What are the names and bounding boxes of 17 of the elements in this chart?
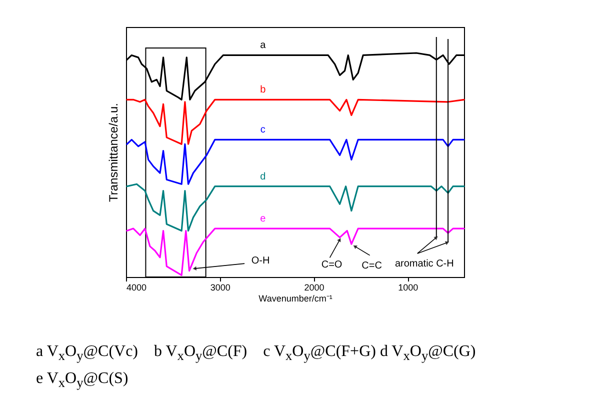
x-tick-label: 3000	[210, 282, 230, 292]
y-axis-title: Transmittance/a.u.	[106, 103, 120, 202]
annotation: C=O	[321, 260, 342, 271]
series-label: b	[260, 84, 266, 96]
annotation: aromatic C-H	[394, 258, 454, 270]
series-label: c	[260, 124, 266, 136]
series-label: d	[260, 171, 266, 182]
x-tick-label: 1000	[398, 282, 418, 292]
x-tick-label: 4000	[126, 282, 147, 292]
annotation: C=C	[362, 260, 382, 272]
series-label: a	[260, 40, 266, 52]
annotation: O-H	[251, 256, 270, 267]
text: a V$_{x}$O$_{y}$@C(Vc) b V$_{x}$O$_{y}$@C(F) c V$_{x}$O$_{y}$@C(F+G) d V$_{x}$O$_{y}$@C(G)	[36, 343, 476, 364]
text: e V$_{x}$O$_{y}$@C(S)	[36, 369, 130, 392]
x-axis-title: Wavenumber/cm⁻¹	[258, 294, 332, 304]
x-tick-label: 2000	[304, 282, 324, 292]
series-label: e	[260, 214, 266, 225]
